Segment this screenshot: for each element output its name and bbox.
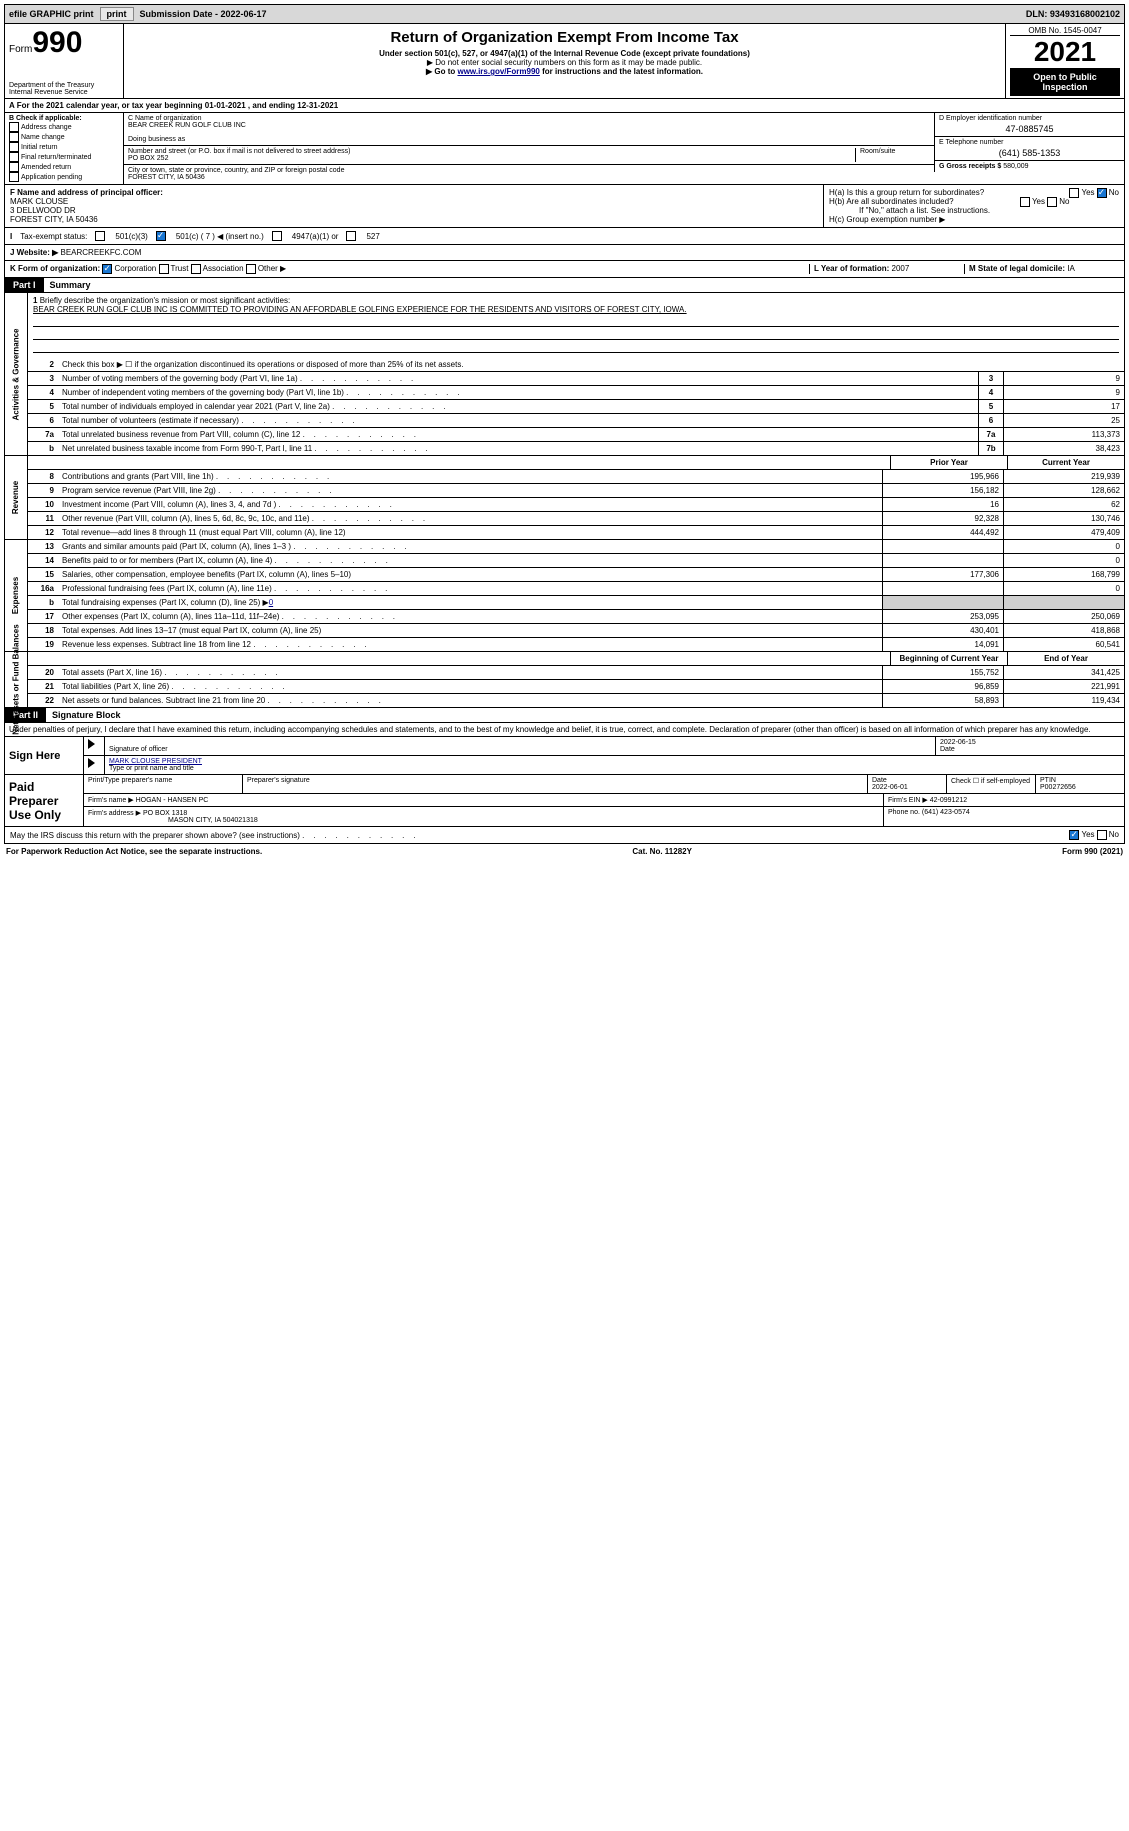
mission-text: BEAR CREEK RUN GOLF CLUB INC IS COMMITTE…	[33, 305, 687, 314]
expenses-section: Expenses 13Grants and similar amounts pa…	[4, 540, 1125, 652]
cb-amended[interactable]	[9, 162, 19, 172]
officer-typed-name[interactable]: MARK CLOUSE PRESIDENT	[109, 758, 202, 765]
sub2: ▶ Do not enter social security numbers o…	[128, 58, 1001, 67]
cb-501c[interactable]	[156, 231, 166, 241]
arrow-icon	[88, 739, 95, 749]
phone: (641) 585-1353	[939, 146, 1120, 158]
line-i: ITax-exempt status: 501(c)(3) 501(c) ( 7…	[4, 228, 1125, 245]
paid-preparer-block: Paid Preparer Use Only Print/Type prepar…	[4, 775, 1125, 827]
tax-year: 2021	[1010, 36, 1120, 68]
revenue-section: Revenue Prior YearCurrent Year 8Contribu…	[4, 456, 1125, 540]
b-label: B Check if applicable:	[9, 115, 82, 122]
cb-name-change[interactable]	[9, 132, 19, 142]
cb-corp[interactable]	[102, 264, 112, 274]
irs-label: Internal Revenue Service	[9, 89, 88, 96]
website: BEARCREEKFC.COM	[60, 248, 141, 257]
form-header: Form990 Department of the TreasuryIntern…	[4, 24, 1125, 99]
dept-treasury: Department of the Treasury	[9, 82, 94, 89]
dln: DLN: 93493168002102	[1026, 9, 1120, 19]
submission-date: Submission Date - 2022-06-17	[140, 9, 1020, 19]
officer-name: MARK CLOUSE	[10, 197, 68, 206]
top-bar: efile GRAPHIC print print Submission Dat…	[4, 4, 1125, 24]
line-k: K Form of organization: Corporation Trus…	[4, 261, 1125, 278]
irs-link[interactable]: www.irs.gov/Form990	[457, 67, 539, 76]
net-assets-section: Net Assets or Fund Balances Beginning of…	[4, 652, 1125, 708]
arrow-icon	[88, 758, 95, 768]
form-prefix: Form	[9, 44, 32, 55]
officer-section: F Name and address of principal officer:…	[4, 185, 1125, 228]
cb-app-pending[interactable]	[9, 172, 19, 182]
cb-address-change[interactable]	[9, 122, 19, 132]
print-button[interactable]: print	[100, 7, 134, 21]
street: PO BOX 252	[128, 155, 168, 162]
activities-governance: Activities & Governance 1 Briefly descri…	[4, 293, 1125, 456]
section-b-through-g: B Check if applicable: Address change Na…	[4, 113, 1125, 185]
line-j: J Website: ▶ BEARCREEKFC.COM	[4, 245, 1125, 261]
sign-here-block: Sign Here Signature of officer2022-06-15…	[4, 737, 1125, 775]
omb: OMB No. 1545-0047	[1010, 26, 1120, 36]
form-title: Return of Organization Exempt From Incom…	[128, 26, 1001, 49]
efile-label: efile GRAPHIC print	[9, 9, 94, 19]
ein: 47-0885745	[939, 122, 1120, 134]
open-inspection: Open to Public Inspection	[1010, 68, 1120, 96]
line-a: A For the 2021 calendar year, or tax yea…	[4, 99, 1125, 113]
perjury-declaration: Under penalties of perjury, I declare th…	[4, 723, 1125, 737]
gross-receipts: 580,009	[1003, 163, 1028, 170]
form-number: 990	[32, 26, 82, 59]
footer: For Paperwork Reduction Act Notice, see …	[4, 844, 1125, 859]
org-name: BEAR CREEK RUN GOLF CLUB INC	[128, 122, 246, 129]
part2-header: Part IISignature Block	[4, 708, 1125, 723]
city: FOREST CITY, IA 50436	[128, 174, 205, 181]
sub1: Under section 501(c), 527, or 4947(a)(1)…	[379, 49, 750, 58]
cb-initial-return[interactable]	[9, 142, 19, 152]
cb-discuss-yes[interactable]	[1069, 830, 1079, 840]
cb-final-return[interactable]	[9, 152, 19, 162]
discuss-row: May the IRS discuss this return with the…	[4, 827, 1125, 844]
cb-ha-no[interactable]	[1097, 188, 1107, 198]
part1-header: Part ISummary	[4, 278, 1125, 293]
